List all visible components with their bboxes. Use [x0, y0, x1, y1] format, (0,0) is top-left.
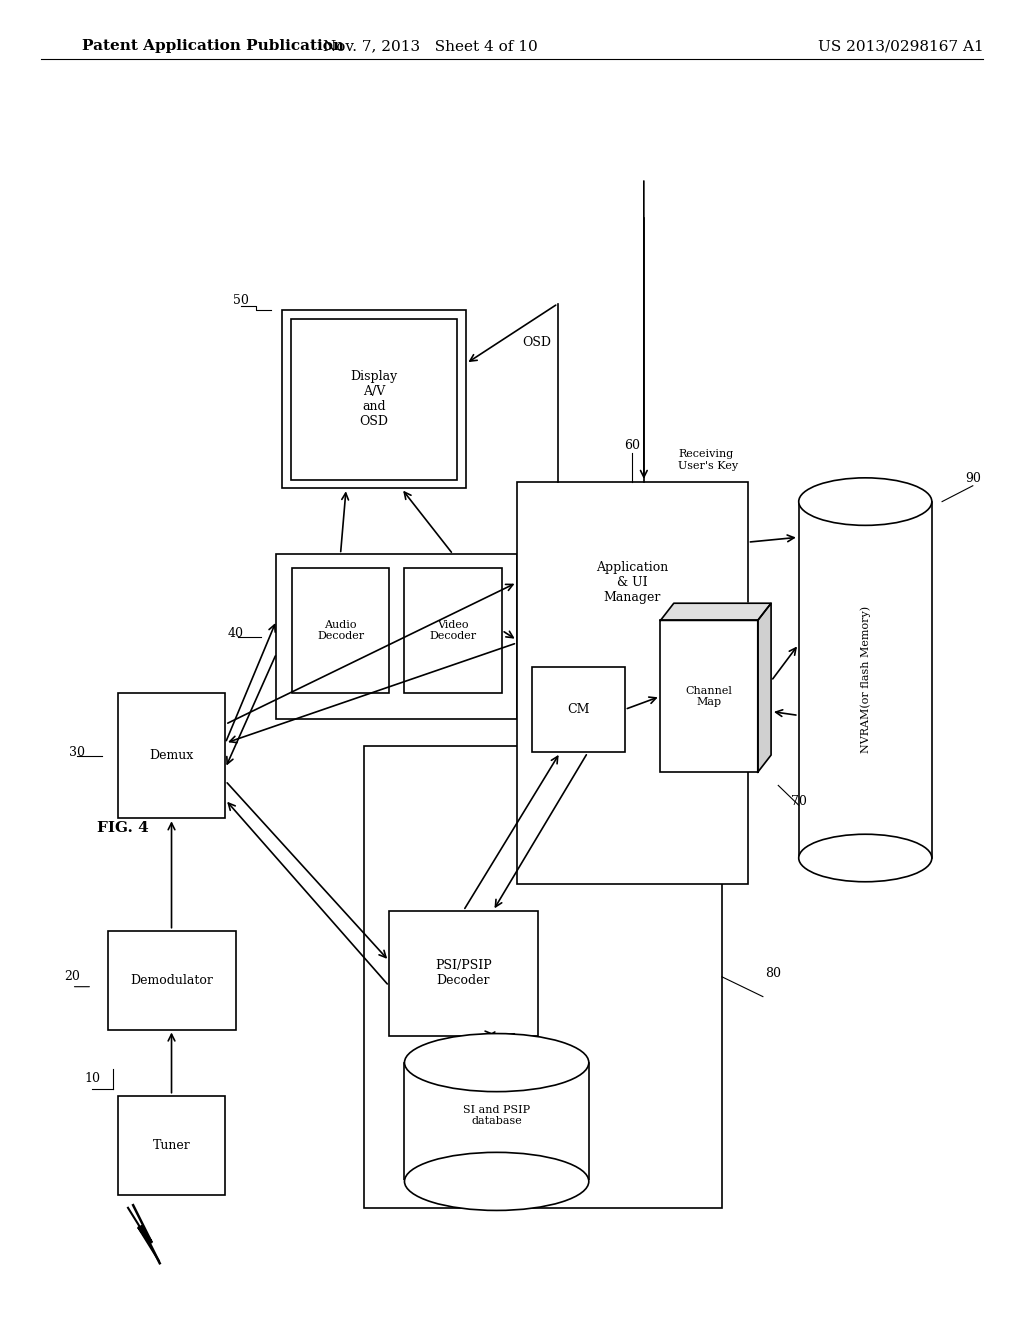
Bar [799, 502, 932, 858]
Bar [660, 620, 758, 772]
Text: OSD: OSD [522, 337, 551, 350]
Text: CM: CM [567, 704, 590, 715]
Text: Channel
Map: Channel Map [686, 685, 732, 708]
Bar [517, 482, 748, 884]
Text: PSI/PSIP
Decoder: PSI/PSIP Decoder [435, 960, 492, 987]
Ellipse shape [404, 1152, 589, 1210]
Bar [364, 746, 722, 1208]
Bar [276, 554, 517, 719]
Bar [108, 931, 236, 1030]
Text: Demux: Demux [150, 750, 194, 762]
Text: Application
& UI
Manager: Application & UI Manager [596, 561, 669, 605]
Text: 70: 70 [791, 795, 807, 808]
Polygon shape [660, 603, 771, 620]
Bar [282, 310, 466, 488]
Bar [291, 318, 457, 480]
Text: Patent Application Publication: Patent Application Publication [82, 40, 344, 53]
Text: US 2013/0298167 A1: US 2013/0298167 A1 [818, 40, 984, 53]
Text: 10: 10 [84, 1072, 100, 1085]
Ellipse shape [404, 1034, 589, 1092]
Text: 40: 40 [227, 627, 244, 640]
Text: 20: 20 [63, 970, 80, 983]
Text: 60: 60 [625, 438, 640, 451]
Bar [404, 568, 502, 693]
Text: 80: 80 [765, 966, 781, 979]
Text: Demodulator: Demodulator [130, 974, 213, 986]
Text: Video
Decoder: Video Decoder [429, 619, 477, 642]
Bar [404, 1063, 589, 1181]
Text: Audio
Decoder: Audio Decoder [316, 619, 365, 642]
Text: 90: 90 [965, 471, 981, 484]
Bar [532, 667, 625, 752]
Ellipse shape [799, 478, 932, 525]
Ellipse shape [799, 834, 932, 882]
Bar [292, 568, 389, 693]
Bar [389, 911, 538, 1036]
Text: Tuner: Tuner [153, 1139, 190, 1151]
Text: FIG. 4: FIG. 4 [97, 821, 150, 834]
Bar [118, 1096, 225, 1195]
Text: SI and PSIP
database: SI and PSIP database [463, 1105, 530, 1126]
Polygon shape [758, 603, 771, 772]
Bar [118, 693, 225, 818]
Text: Display
A/V
and
OSD: Display A/V and OSD [350, 371, 397, 428]
Text: NVRAM(or flash Memory): NVRAM(or flash Memory) [860, 606, 870, 754]
Text: 30: 30 [69, 746, 85, 759]
Text: 50: 50 [232, 293, 249, 306]
Text: Nov. 7, 2013   Sheet 4 of 10: Nov. 7, 2013 Sheet 4 of 10 [323, 40, 538, 53]
Text: Receiving
User's Key: Receiving User's Key [678, 449, 738, 471]
